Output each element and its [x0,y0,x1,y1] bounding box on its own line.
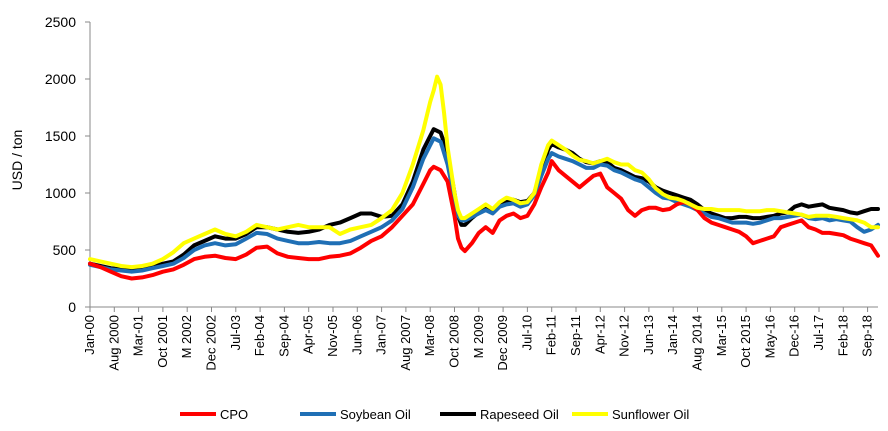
x-tick-label: Mar-15 [714,315,729,356]
legend-label: Soybean Oil [340,407,411,422]
x-tick-label: Jun-06 [349,315,364,355]
y-tick-label: 2500 [45,14,76,30]
x-tick-label: Jul-03 [228,315,243,350]
x-tick-label: Mar-08 [422,315,437,356]
x-tick-label: Aug 2000 [106,315,121,371]
series-lines [88,74,880,281]
y-tick-label: 0 [68,299,76,315]
legend-label: Rapeseed Oil [480,407,559,422]
x-tick-label: Sep-18 [860,315,875,357]
x-tick-label: May-16 [762,315,777,358]
x-tick-label: M 2002 [179,315,194,358]
x-tick-label: Sep-04 [276,315,291,357]
x-tick-label: Dec 2009 [495,315,510,371]
legend-label: Sunflower Oil [612,407,689,422]
x-tick-label: Feb-18 [835,315,850,356]
x-tick-label: Jan-00 [82,315,97,355]
y-tick-label: 500 [53,242,77,258]
series-line-cpo [88,159,880,281]
y-axis: 0 500 1000 1500 2000 2500 [45,14,91,315]
x-tick-label: Aug 2014 [689,315,704,371]
x-tick-label: Feb-11 [544,315,559,355]
x-tick-label: Nov-12 [617,315,632,357]
x-tick-label: Oct 2008 [446,315,461,368]
x-tick-label: Jan-07 [374,315,389,355]
y-tick-label: 1000 [45,185,76,201]
x-tick-label: Jan-14 [665,315,680,355]
x-tick-label: Nov-05 [325,315,340,357]
x-tick-label: Dec 2002 [203,315,218,371]
x-tick-label: Jul-10 [519,315,534,350]
x-tick-label: Apr-12 [592,315,607,354]
x-tick-label: M 2009 [471,315,486,358]
legend-label: CPO [220,407,248,422]
x-tick-label: Sep-11 [568,315,583,356]
x-tick-label: Jun-13 [641,315,656,355]
x-tick-label: Oct 2001 [155,315,170,368]
x-tick-label: Aug 2007 [398,315,413,371]
legend: CPO Soybean Oil Rapeseed Oil Sunflower Oil [180,407,689,422]
x-tick-label: Dec-16 [787,315,802,357]
x-axis: Jan-00 Aug 2000 Mar-01 Oct 2001 M 2002 Dec 20… [82,306,878,371]
y-tick-label: 1500 [45,128,76,144]
x-tick-label: Mar-01 [131,315,146,356]
series-line-rapeseed-oil [88,127,880,273]
x-tick-label: Jul-17 [811,315,826,350]
x-tick-label: Apr-05 [301,315,316,354]
x-tick-label: Oct 2015 [738,315,753,368]
y-tick-label: 2000 [45,71,76,87]
x-tick-label: Feb-04 [252,315,267,356]
y-axis-label: USD / ton [9,130,25,191]
series-line-sunflower-oil [88,74,880,270]
